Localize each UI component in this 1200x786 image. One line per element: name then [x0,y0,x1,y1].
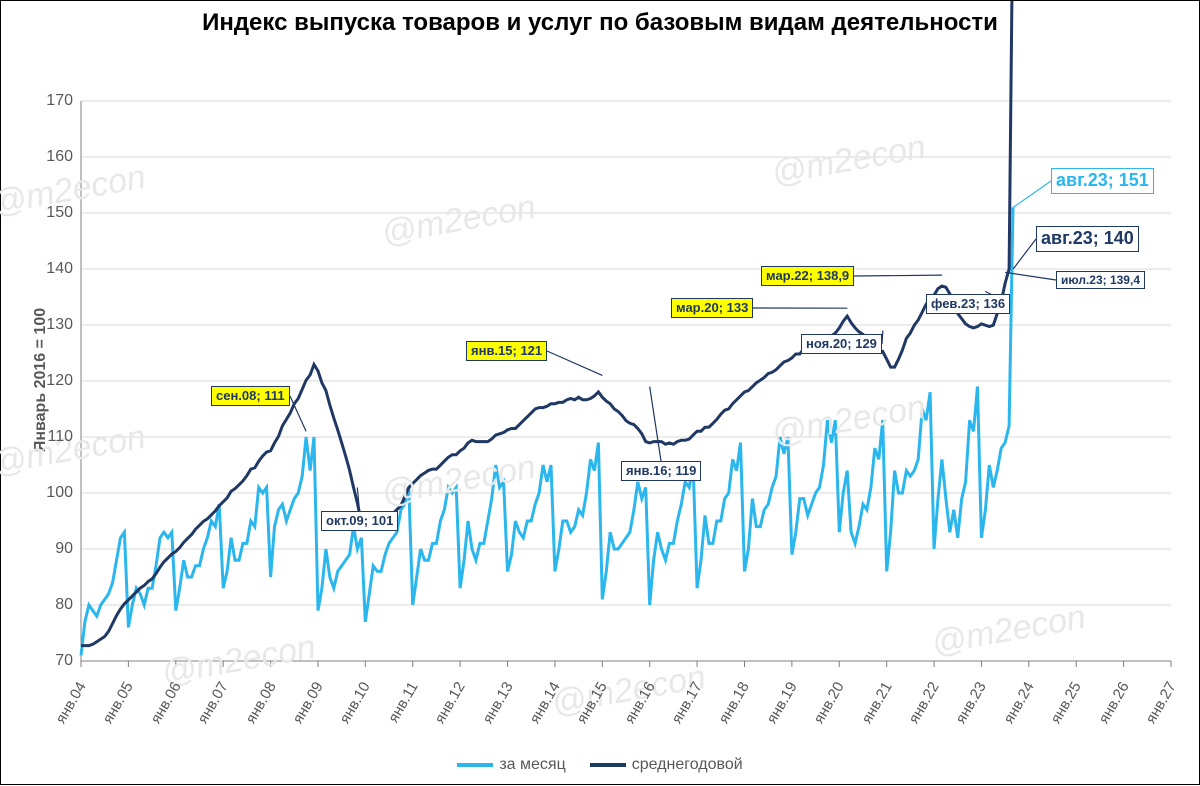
y-tick-label: 170 [46,92,73,110]
y-tick-label: 150 [46,204,73,222]
callout: мар.22; 138,9 [761,266,854,286]
callout-leader [650,387,661,461]
legend-label: за месяц [499,756,565,774]
legend-swatch [590,763,626,767]
callout: ноя.20; 129 [801,334,882,354]
y-tick-label: 100 [46,484,73,502]
y-tick-label: 70 [55,652,73,670]
y-tick-label: 120 [46,372,73,390]
y-tick-label: 130 [46,316,73,334]
legend-label: среднегодовой [632,756,743,774]
callout: фев.23; 136 [926,294,1010,314]
callout-leader [547,351,602,375]
callout: авг.23; 151 [1051,168,1154,194]
plot-svg [1,1,1200,786]
callout: янв.15; 121 [466,341,547,361]
series-monthly [81,207,1013,655]
legend-item: за месяц [457,756,565,774]
y-tick-label: 90 [55,540,73,558]
callout-leader [290,396,306,431]
callout: окт.09; 101 [321,511,398,531]
callout-leader [854,275,942,276]
callout-leader [1013,239,1036,269]
callout: янв.16; 119 [621,461,701,481]
y-tick-label: 160 [46,148,73,166]
chart-container: Индекс выпуска товаров и услуг по базовы… [0,0,1200,785]
legend-item: среднегодовой [590,756,743,774]
callout: авг.23; 140 [1036,226,1139,252]
y-tick-label: 140 [46,260,73,278]
callout-leader [1013,181,1051,207]
legend: за месяц среднегодовой [1,754,1199,774]
callout-leader [882,331,883,344]
y-tick-label: 80 [55,596,73,614]
callout: июл.23; 139,4 [1056,271,1145,289]
callout: мар.20; 133 [671,298,753,318]
callout: сен.08; 111 [211,386,290,406]
legend-swatch [457,763,493,767]
y-tick-label: 110 [47,428,73,446]
